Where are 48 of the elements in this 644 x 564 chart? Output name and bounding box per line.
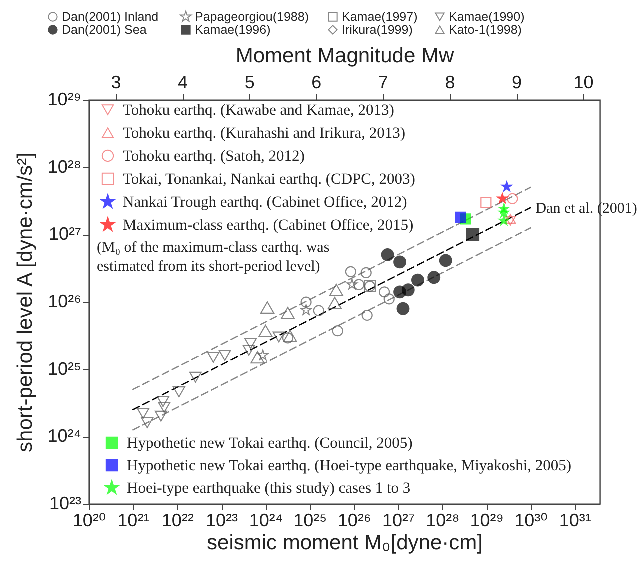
x-tick-label: 10²⁹ [470,510,504,530]
y-tick-label: 10²³ [49,494,82,514]
legend-label: Kamae(1996) [195,23,271,37]
x2-tick-label: 7 [378,72,388,92]
y-tick-label: 10²⁹ [48,90,82,110]
legend-label: Hypothetic new Tokai earthq. (Council, 2005) [127,435,413,452]
legend-label: Dan(2001) Sea [62,23,147,37]
legend-label: Papageorgiou(1988) [195,10,309,24]
legend-label: Tokai, Tonankai, Nankai earthq. (CDPC, 2003) [123,171,416,188]
legend-label: Nankai Trough earthq. (Cabinet Office, 2012) [123,194,408,211]
legend-label: Irikura(1999) [342,23,413,37]
legend-label: Tohoku earthq. (Kawabe and Kamae, 2013) [123,102,394,119]
legend-label: Tohoku earthq. (Satoh, 2012) [123,148,305,165]
x2-tick-label: 3 [111,72,122,92]
legend-label: Kamae(1990) [449,10,525,24]
legend-label: Maximum-class earthq. (Cabinet Office, 2015) [123,217,414,234]
x2-tick-label: 8 [445,72,456,92]
x-tick-label: 10²⁰ [72,510,106,530]
y-tick-label: 10²⁸ [48,156,82,177]
x2-tick-label: 4 [178,72,188,92]
x-axis-title: seismic moment M₀[dyne·cm] [207,532,483,554]
x-tick-label: 10²⁸ [426,510,460,530]
x2-tick-label: 10 [574,72,594,92]
x-tick-label: 10²⁶ [338,510,372,530]
x-tick-label: 10³⁰ [514,510,548,530]
x-tick-label: 10²⁷ [382,510,415,530]
y-tick-label: 10²⁷ [48,224,82,244]
x-tick-label: 10²² [162,510,194,530]
legend-label: Tohoku earthq. (Kurahashi and Irikura, 2013) [123,125,406,142]
y-tick-label: 10²⁵ [48,358,82,379]
legend-label: Dan(2001) Inland [62,10,159,24]
x-tick-label: 10²³ [206,510,238,530]
x-tick-label: 10²⁴ [249,510,284,530]
legend-label: Kato-1(1998) [449,23,522,37]
x2-tick-label: 9 [512,72,522,92]
legend-label: Hoei-type earthquake (this study) cases 1 to 3 [127,480,411,497]
x-tick-label: 10²⁵ [294,510,328,530]
x2-axis-title: Moment Magnitude Mw [236,44,455,68]
legend-label: Kamae(1997) [342,10,418,24]
annotation: (M₀ of the maximum-class earthq. was estimated from its short-period level) [97,240,330,275]
y-axis-title: short-period level A [dyne·cm/s²] [14,152,37,452]
y-tick-label: 10²⁶ [48,292,82,312]
y-tick-label: 10²⁴ [48,426,82,446]
x-tick-label: 10³¹ [559,510,592,530]
x-tick-label: 10²¹ [118,510,150,530]
x2-tick-label: 5 [244,72,255,92]
legend-label: Hypothetic new Tokai earthq. (Hoei-type earthquake, Miyakoshi, 2005) [127,458,572,474]
x2-tick-label: 6 [312,72,322,92]
